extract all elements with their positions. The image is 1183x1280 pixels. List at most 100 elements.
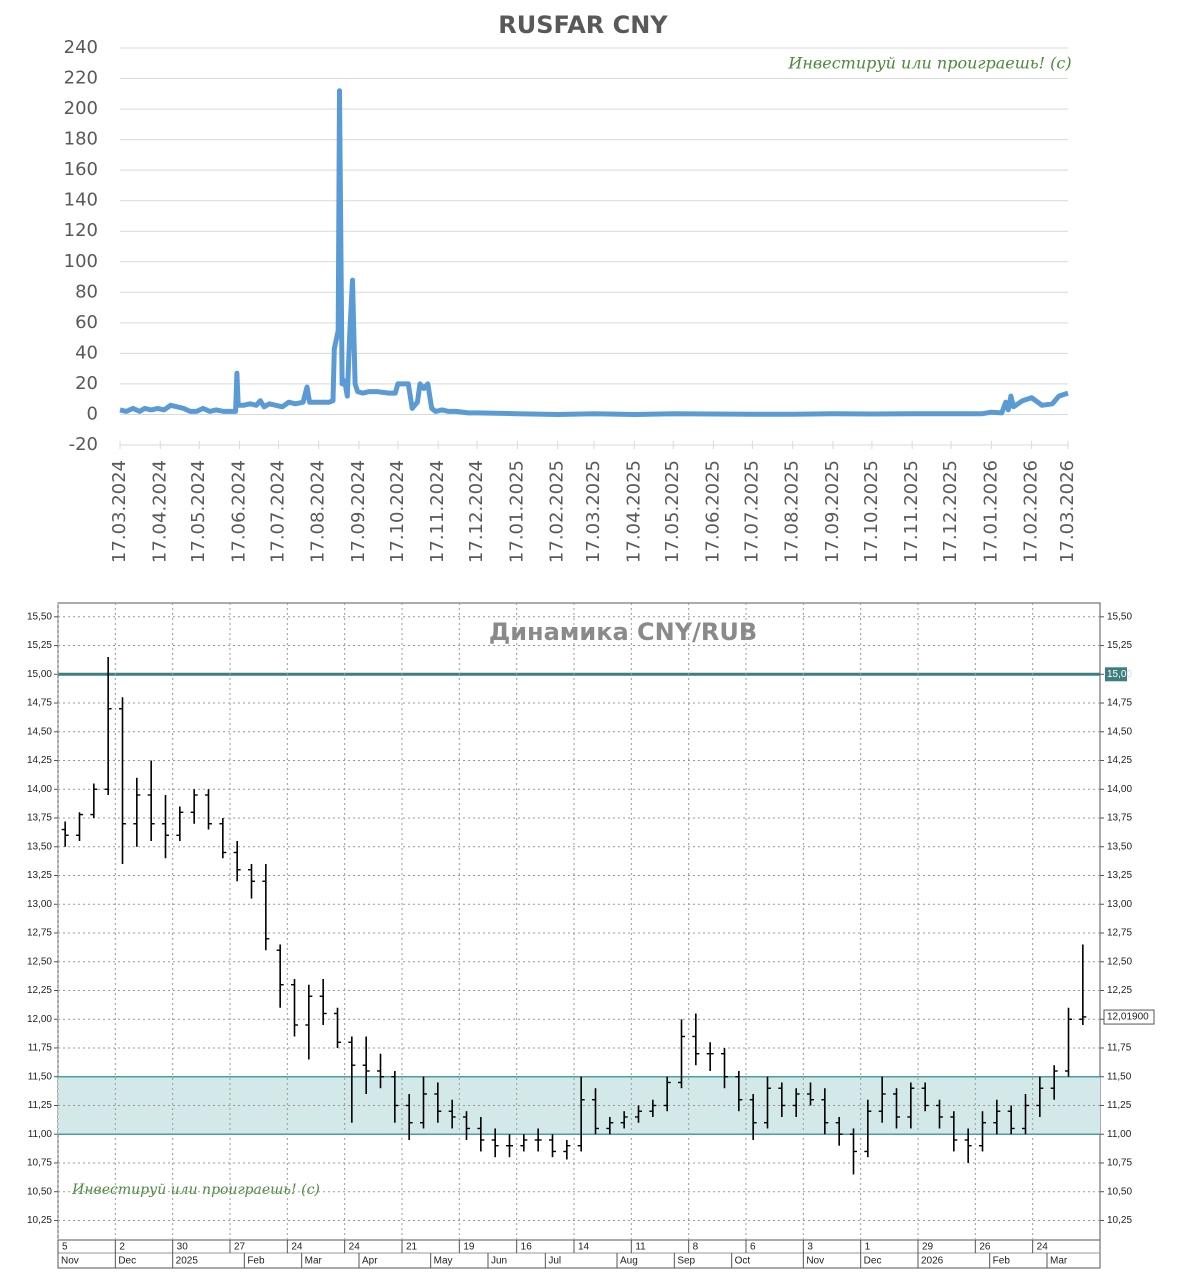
y-tick-label: 240 xyxy=(64,37,98,58)
y-tick-label: 15,50 xyxy=(27,611,52,622)
y-tick-label: 160 xyxy=(64,159,98,180)
x-tick-label: 17.07.2025 xyxy=(741,460,762,563)
month-label: Nov xyxy=(806,1256,824,1267)
y-tick-label: 11,00 xyxy=(28,1129,53,1140)
x-tick-label: 17.01.2026 xyxy=(980,460,1001,563)
x-tick-label: 19 xyxy=(463,1242,475,1253)
x-tick-label: 17.06.2024 xyxy=(228,460,249,563)
y-tick-label-right: 14,75 xyxy=(1107,698,1132,709)
last-label: 12,01900 xyxy=(1107,1012,1149,1023)
y-tick-label-right: 11,00 xyxy=(1107,1129,1132,1140)
y-tick-label: -20 xyxy=(69,434,98,455)
y-tick-label-right: 15,25 xyxy=(1107,640,1132,651)
month-label: 2025 xyxy=(176,1256,199,1267)
y-tick-label: 12,00 xyxy=(27,1014,52,1025)
y-tick-label: 14,25 xyxy=(27,755,52,766)
x-tick-label: 17.09.2025 xyxy=(822,460,843,563)
line xyxy=(119,88,1069,417)
y-tick-label-right: 11,50 xyxy=(1107,1071,1132,1082)
x-tick-label: 17.11.2025 xyxy=(901,460,922,563)
y-tick-label-right: 10,75 xyxy=(1107,1158,1132,1169)
x-tick-label: 14 xyxy=(578,1242,590,1253)
y-tick-label-right: 14,00 xyxy=(1107,784,1132,795)
y-tick-label-right: 12,25 xyxy=(1107,985,1132,996)
y-tick-label: 140 xyxy=(64,190,98,211)
x-tick-label: 30 xyxy=(177,1242,189,1253)
y-tick-label: 11,75 xyxy=(28,1043,53,1054)
y-tick-label-right: 12,75 xyxy=(1107,928,1132,939)
reference-label-box xyxy=(1105,667,1127,682)
month-label: Nov xyxy=(61,1256,79,1267)
month-label: 2026 xyxy=(921,1256,944,1267)
x-tick-label: 29 xyxy=(922,1242,934,1253)
x-tick-label: 17.03.2024 xyxy=(109,460,130,563)
x-tick-label: 17.02.2025 xyxy=(547,460,568,563)
x-tick-label: 17.06.2025 xyxy=(702,460,723,563)
month-label: Feb xyxy=(993,1256,1011,1267)
y-tick-label: 10,25 xyxy=(27,1215,52,1226)
last-label-box xyxy=(1103,1009,1155,1025)
y-tick-label: 13,00 xyxy=(27,899,52,910)
month-label: Dec xyxy=(118,1256,136,1267)
plot-frame xyxy=(57,602,1101,1241)
y-tick-label-right: 13,00 xyxy=(1107,899,1132,910)
y-tick-label: 12,25 xyxy=(27,985,52,996)
y-tick-label-right: 13,75 xyxy=(1107,813,1132,824)
y-tick-label: 11,25 xyxy=(28,1100,53,1111)
y-tick-label: 100 xyxy=(64,251,98,272)
month-label: Sep xyxy=(677,1256,695,1267)
y-tick-label: 0 xyxy=(87,403,98,424)
x-tick-label: 17.08.2025 xyxy=(782,460,803,563)
x-tick-label: 17.04.2024 xyxy=(149,460,170,563)
annotation: Инвестируй или проиграешь! (с) xyxy=(787,54,1071,73)
y-tick-label-right: 11,75 xyxy=(1107,1043,1132,1054)
x-tick-label: 8 xyxy=(693,1242,699,1253)
x-tick-label: 17.01.2025 xyxy=(506,460,527,563)
x-tick-label: 17.12.2024 xyxy=(466,460,487,563)
y-tick-label-right: 14,50 xyxy=(1107,726,1132,737)
y-tick-label: 200 xyxy=(64,98,98,119)
y-tick-label: 14,75 xyxy=(27,698,52,709)
x-tick-label: 17.10.2024 xyxy=(387,460,408,563)
x-tick-label: 17.03.2026 xyxy=(1057,460,1078,563)
y-tick-label: 11,50 xyxy=(28,1071,53,1082)
month-label: Oct xyxy=(735,1256,751,1267)
y-tick-label: 180 xyxy=(64,129,98,150)
y-tick-label-right: 15,50 xyxy=(1107,611,1132,622)
y-tick-label-right: 13,50 xyxy=(1107,841,1132,852)
x-tick-label: 17.10.2025 xyxy=(861,460,882,563)
annotation: Инвестируй или проиграешь! (с) xyxy=(71,1182,320,1198)
y-tick-label: 13,75 xyxy=(27,813,52,824)
y-tick-label: 13,25 xyxy=(27,870,52,881)
x-tick-label: 26 xyxy=(979,1242,991,1253)
x-tick-label: 6 xyxy=(750,1242,756,1253)
y-tick-label: 40 xyxy=(75,342,98,363)
y-tick-label: 220 xyxy=(64,68,98,89)
y-tick-label: 14,00 xyxy=(27,784,52,795)
month-label: Jun xyxy=(491,1256,507,1267)
month-label: Jul xyxy=(548,1256,561,1267)
y-tick-label: 120 xyxy=(64,220,98,241)
x-tick-label: 17.07.2024 xyxy=(267,460,288,563)
x-tick-label: 24 xyxy=(291,1242,303,1253)
month-label: Aug xyxy=(620,1256,638,1267)
x-tick-label: 3 xyxy=(807,1242,813,1253)
x-tick-label: 17.03.2025 xyxy=(583,460,604,563)
x-tick-label: 16 xyxy=(521,1242,533,1253)
month-label: Mar xyxy=(1050,1256,1068,1267)
x-tick-label: 2 xyxy=(119,1242,125,1253)
x-tick-label: 24 xyxy=(349,1242,361,1253)
x-tick-label: 17.12.2025 xyxy=(940,460,961,563)
y-tick-label-right: 12,50 xyxy=(1107,956,1132,967)
chart-title: RUSFAR CNY xyxy=(498,11,668,39)
y-tick-label-right: 13,25 xyxy=(1107,870,1132,881)
x-tick-label: 1 xyxy=(865,1242,871,1253)
chart-title: Динамика CNY/RUB xyxy=(489,618,757,646)
y-tick-label: 14,50 xyxy=(27,726,52,737)
month-label: Mar xyxy=(305,1256,323,1267)
y-tick-label-right: 14,25 xyxy=(1107,755,1132,766)
y-tick-label: 10,50 xyxy=(27,1186,52,1197)
date-axis xyxy=(57,1239,1101,1269)
